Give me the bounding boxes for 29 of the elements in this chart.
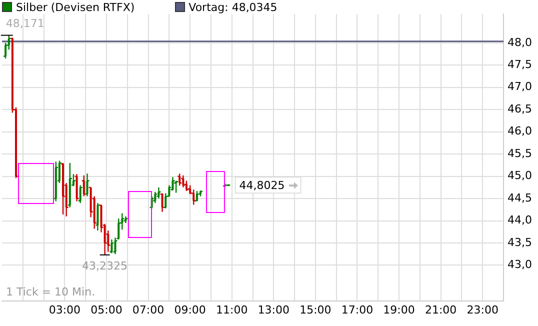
legend-label: Silber (Devisen RTFX) — [16, 0, 135, 14]
y-tick-label: 44,0 — [508, 214, 532, 227]
y-tick-label: 48,0 — [508, 36, 532, 49]
x-tick-label: 05:00 — [90, 303, 122, 316]
x-tick-label: 09:00 — [174, 303, 206, 316]
x-tick-label: 21:00 — [424, 303, 457, 316]
y-tick-label: 44,5 — [508, 191, 532, 204]
y-tick-label: 47,5 — [508, 58, 532, 71]
annotation: 1 Tick = 10 Min. — [6, 286, 96, 299]
y-tick-label: 45,5 — [508, 146, 532, 160]
y-tick-label: 43,5 — [508, 236, 532, 249]
bar — [128, 191, 152, 238]
x-tick-label: 17:00 — [341, 303, 374, 316]
x-tick-label: 03:00 — [48, 303, 81, 316]
x-tick-label: 15:00 — [300, 303, 332, 316]
x-tick-label: 13:00 — [258, 303, 290, 316]
y-tick-label: 47,0 — [508, 80, 532, 94]
y-tick-label: 46,0 — [508, 124, 532, 138]
x-tick-label: 11:00 — [216, 303, 248, 316]
legend-label: Vortag: 48,0345 — [188, 0, 278, 14]
annotation: 44,8025 — [239, 178, 285, 192]
x-tick-label: 19:00 — [383, 303, 415, 316]
x-tick-label: 23:00 — [466, 303, 498, 316]
y-tick-label: 46,5 — [508, 102, 532, 116]
annotation: 48,171 — [6, 17, 44, 30]
y-tick-label: 45,0 — [508, 169, 532, 182]
annotation: 43,2325 — [82, 260, 128, 273]
x-tick-label: 07:00 — [132, 303, 164, 316]
y-tick-label: 43,0 — [508, 258, 532, 272]
